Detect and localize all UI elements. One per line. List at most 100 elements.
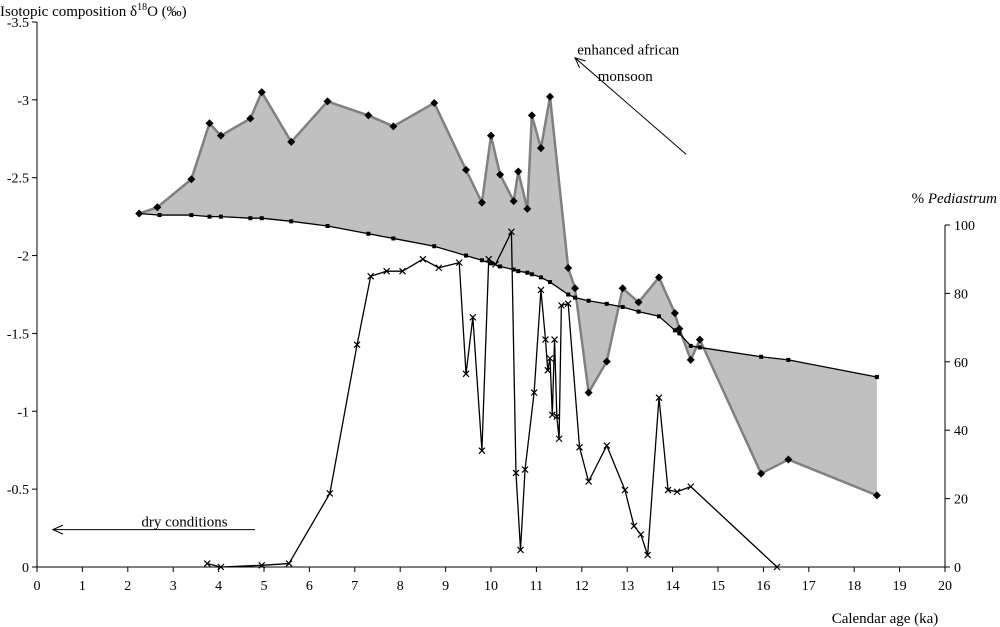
y-left-tick-label: -1 (17, 405, 29, 420)
x-point (469, 313, 477, 321)
x-point (462, 370, 470, 378)
x-point (557, 301, 565, 309)
x-point-stroke (258, 561, 266, 569)
square-point (786, 357, 791, 362)
x-point (492, 260, 499, 268)
x-point-stroke (564, 300, 572, 308)
x-point (555, 435, 563, 443)
x-point-stroke (492, 260, 499, 268)
x-point-stroke (553, 413, 561, 420)
y-left-tick-label: -3.5 (7, 16, 29, 31)
x-point-stroke (419, 255, 427, 263)
square-point (464, 253, 469, 258)
x-tick-label: 7 (351, 579, 358, 594)
diamond-point (564, 264, 573, 273)
x-point-stroke (399, 267, 406, 275)
x-point-stroke (462, 370, 470, 378)
square-point (538, 275, 543, 280)
x-point (485, 255, 493, 263)
square-point (759, 354, 764, 359)
x-point (644, 551, 652, 559)
y-right-tick-label: 0 (954, 561, 961, 576)
y-left-tick-label: -2.5 (7, 172, 29, 187)
square-point (586, 298, 591, 303)
y-left-title-sup: 18 (137, 2, 147, 13)
x-point-stroke (557, 301, 565, 309)
y-right-tick-label: 80 (954, 287, 968, 302)
square-point (677, 331, 682, 336)
x-point-stroke (353, 341, 361, 349)
diamond-point (523, 204, 532, 213)
square-point (137, 211, 142, 216)
x-point-stroke (203, 560, 211, 568)
x-point-stroke (621, 486, 629, 494)
diamond-point (654, 273, 663, 282)
x-tick-label: 12 (575, 579, 589, 594)
x-point-stroke (576, 443, 583, 451)
square-point (620, 304, 625, 309)
x-point-stroke (485, 255, 493, 263)
x-point (530, 389, 538, 397)
x-tick-label: 0 (34, 579, 41, 594)
x-point (655, 394, 663, 402)
x-point (687, 483, 695, 491)
square-point (489, 261, 493, 266)
square-point (874, 375, 879, 380)
square-point (157, 213, 162, 218)
x-point (564, 300, 572, 308)
diamond-point (675, 324, 684, 333)
x-tick-label: 2 (124, 579, 131, 594)
x-tick-label: 5 (261, 579, 268, 594)
square-point (248, 216, 253, 221)
x-point-stroke (664, 486, 672, 494)
x-point-stroke (687, 483, 695, 491)
annotation-text: enhanced african (577, 43, 680, 59)
x-point (285, 560, 293, 568)
x-point (203, 560, 211, 568)
square-point (432, 244, 437, 249)
x-tick-label: 3 (170, 579, 177, 594)
y-right-tick-label: 60 (954, 356, 968, 371)
x-tick-label: 19 (893, 579, 907, 594)
x-tick-label: 14 (666, 579, 680, 594)
diamond-point (670, 309, 679, 318)
x-point (419, 255, 427, 263)
square-point (572, 295, 577, 300)
x-point-stroke (435, 264, 443, 272)
x-tick-label: 6 (306, 579, 313, 594)
diamond-point (477, 198, 486, 207)
x-point-stroke (585, 478, 593, 485)
diamond-point (509, 197, 518, 206)
x-point-stroke (544, 366, 552, 374)
diamond-point (570, 284, 579, 293)
square-point (516, 269, 521, 274)
x-point (553, 413, 561, 420)
x-point (455, 259, 463, 267)
square-point (259, 216, 264, 221)
x-point (478, 447, 486, 455)
diamond-point (364, 111, 373, 120)
x-point-stroke (655, 394, 663, 402)
axes: 0 1 2 3 4 5 6 7 8 9 10 11 12 13 14 15 16 17 18 19 200-0.5-1-… (7, 16, 975, 594)
x-point-stroke (478, 447, 486, 455)
square-point (366, 231, 371, 236)
diamond-point (634, 298, 643, 307)
diamond-point (695, 335, 704, 344)
x-point (508, 228, 515, 236)
x-point (521, 466, 529, 473)
x-point-stroke (455, 259, 463, 267)
x-point (326, 490, 334, 497)
x-tick-label: 13 (620, 579, 634, 594)
diamond-point (527, 111, 536, 120)
shaded-area (139, 92, 877, 496)
square-point (391, 236, 396, 241)
diamond-point (784, 455, 793, 464)
x-point-stroke (555, 435, 563, 443)
y-right-tick-label: 100 (954, 219, 975, 234)
x-point (353, 341, 361, 349)
x-point (537, 286, 545, 294)
x-point (399, 267, 406, 275)
y-left-axis-title: Isotopic composition δ18O (‰) (0, 2, 187, 20)
